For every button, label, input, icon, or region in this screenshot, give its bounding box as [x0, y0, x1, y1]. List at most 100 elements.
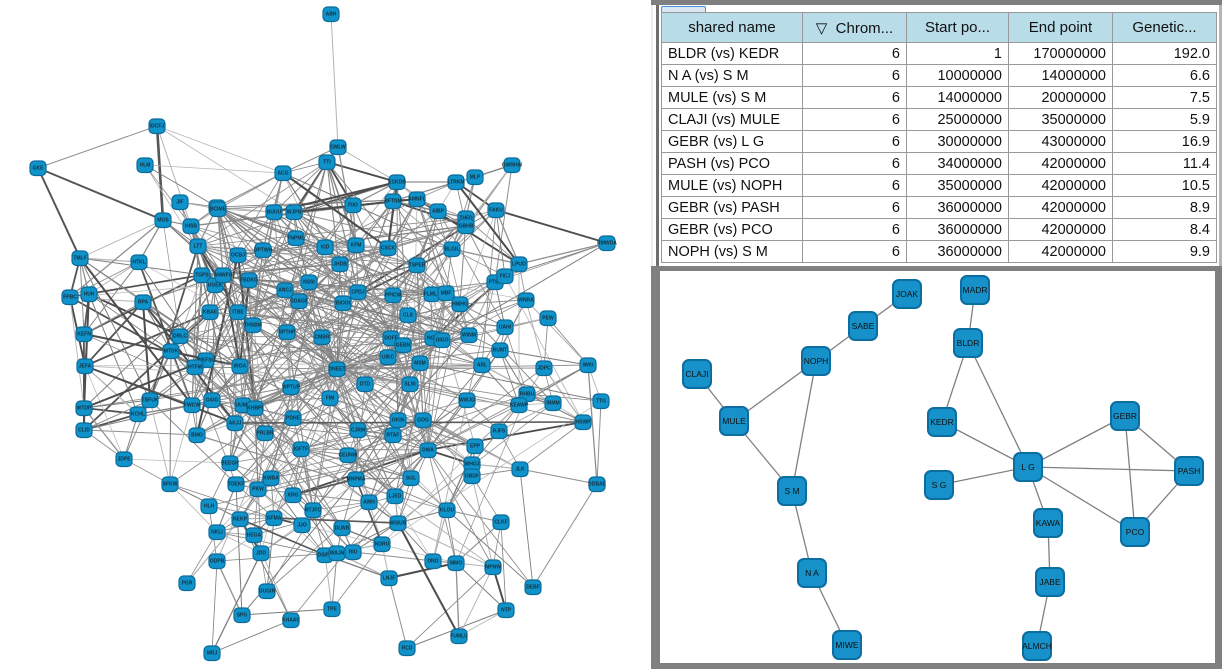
svg-text:MADR: MADR [962, 285, 987, 295]
svg-text:AWH: AWH [363, 500, 375, 506]
svg-text:KID: KID [321, 245, 330, 251]
svg-text:DWA: DWA [422, 448, 434, 454]
svg-text:KBAE: KBAE [203, 310, 218, 316]
svg-text:CLS: CLS [403, 313, 414, 319]
svg-text:FAKU: FAKU [489, 208, 503, 214]
svg-text:HLH: HLH [204, 504, 215, 510]
svg-text:MIWE: MIWE [835, 640, 858, 650]
svg-text:JEFA: JEFA [79, 364, 92, 370]
svg-text:FNPML: FNPML [287, 236, 304, 242]
svg-text:EPP: EPP [470, 444, 481, 450]
svg-text:DSIPE: DSIPE [317, 553, 333, 559]
svg-text:UUMB: UUMB [236, 403, 251, 409]
svg-text:DOFF: DOFF [384, 336, 398, 342]
svg-text:JOAK: JOAK [896, 289, 919, 299]
svg-text:KHBPI: KHBPI [247, 406, 263, 412]
svg-text:BIOOI: BIOOI [336, 301, 351, 307]
svg-text:L G: L G [1021, 462, 1034, 472]
svg-text:OAIG: OAIG [206, 398, 219, 404]
svg-text:MBF: MBF [441, 291, 452, 297]
svg-text:ITBE: ITBE [232, 310, 244, 316]
svg-text:BFTNM: BFTNM [384, 199, 402, 205]
svg-text:BEEGK: BEEGK [221, 461, 239, 467]
svg-text:GBHB: GBHB [459, 224, 474, 230]
svg-text:JDPC: JDPC [537, 366, 551, 372]
svg-text:RPA: RPA [138, 300, 149, 306]
svg-text:ARL: ARL [477, 363, 487, 369]
svg-text:TTI: TTI [323, 160, 331, 166]
svg-text:S M: S M [784, 486, 799, 496]
svg-text:GFMA: GFMA [267, 516, 282, 522]
svg-text:JHDB: JHDB [333, 262, 347, 268]
svg-text:HEGA: HEGA [247, 533, 262, 539]
svg-text:NTP: NTP [501, 608, 512, 614]
svg-text:WHOJ: WHOJ [465, 462, 480, 468]
svg-text:KHAAC: KHAAC [282, 618, 300, 624]
svg-text:OBDF: OBDF [465, 474, 479, 480]
svg-text:AMNFL: AMNFL [408, 197, 426, 203]
svg-text:OKIN: OKIN [392, 418, 405, 424]
svg-text:BLGIL: BLGIL [445, 247, 460, 253]
svg-text:FIM: FIM [326, 396, 335, 402]
svg-text:MNPMA: MNPMA [347, 477, 366, 483]
svg-text:BLDR: BLDR [957, 338, 980, 348]
svg-text:GKE: GKE [33, 166, 45, 172]
svg-text:CJRM: CJRM [351, 428, 365, 434]
svg-text:KEDR: KEDR [930, 417, 954, 427]
svg-text:KWBA: KWBA [263, 476, 279, 482]
svg-text:TGPS: TGPS [195, 273, 209, 279]
svg-text:IDCFJ: IDCFJ [150, 124, 165, 130]
svg-text:RTJFC: RTJFC [305, 508, 322, 514]
svg-text:GEBR: GEBR [1113, 411, 1137, 421]
svg-text:PRLBR: PRLBR [256, 431, 274, 437]
svg-text:DPTWH: DPTWH [254, 248, 273, 254]
svg-text:CLID: CLID [78, 428, 90, 434]
svg-text:DNO: DNO [427, 559, 438, 565]
svg-text:NKLI: NKLI [211, 530, 223, 536]
svg-text:OCBJ: OCBJ [231, 253, 245, 259]
svg-text:TMLF: TMLF [73, 256, 86, 262]
svg-text:SLNI: SLNI [404, 382, 416, 388]
svg-text:DEBF: DEBF [526, 585, 540, 591]
svg-text:KEAWP: KEAWP [510, 403, 529, 409]
svg-text:AKJJ: AKJJ [229, 421, 242, 427]
svg-text:WTDP: WTDP [77, 406, 92, 412]
svg-text:FICJ: FICJ [500, 274, 511, 280]
svg-text:HTKL: HTKL [132, 260, 145, 266]
svg-text:LPUO: LPUO [512, 262, 526, 268]
svg-text:SPG: SPG [237, 613, 248, 619]
svg-text:BMO: BMO [191, 433, 203, 439]
svg-text:HTFM: HTFM [188, 365, 202, 371]
svg-text:JLK: JLK [515, 467, 525, 473]
svg-text:DTD: DTD [360, 382, 371, 388]
svg-text:RCD: RCD [402, 646, 413, 652]
svg-text:TPE: TPE [327, 607, 337, 613]
svg-text:SABE: SABE [852, 321, 875, 331]
svg-text:KFM: KFM [351, 243, 362, 249]
svg-text:MSM: MSM [414, 361, 426, 367]
svg-text:CPDJ: CPDJ [351, 290, 365, 296]
svg-text:KEFN: KEFN [77, 332, 91, 338]
svg-text:AIBP: AIBP [432, 209, 445, 215]
svg-text:LTT: LTT [194, 244, 203, 250]
svg-text:ABH: ABH [326, 12, 337, 18]
svg-text:SGL: SGL [406, 476, 416, 482]
svg-text:DLWB: DLWB [335, 526, 350, 532]
svg-text:FLMLF: FLMLF [424, 292, 440, 298]
svg-text:PGR: PGR [182, 581, 193, 587]
svg-text:PCO: PCO [1126, 527, 1145, 537]
svg-text:GUGIR: GUGIR [259, 589, 276, 595]
svg-text:WINM: WINM [462, 333, 476, 339]
svg-text:BUUU: BUUU [267, 210, 282, 216]
svg-text:CMBR: CMBR [315, 335, 330, 341]
svg-text:ALMCH: ALMCH [1022, 641, 1052, 651]
svg-text:NEKP: NEKP [233, 517, 248, 523]
svg-text:RTAF: RTAF [387, 433, 400, 439]
svg-text:UGEK: UGEK [208, 283, 223, 289]
svg-text:MRJ: MRJ [207, 651, 218, 657]
svg-text:WJPN: WJPN [287, 210, 302, 216]
svg-text:BCIME: BCIME [210, 207, 227, 213]
svg-text:DRLC: DRLC [173, 334, 187, 340]
svg-text:IWKI: IWKI [582, 363, 594, 369]
svg-text:DNEET: DNEET [329, 367, 346, 373]
